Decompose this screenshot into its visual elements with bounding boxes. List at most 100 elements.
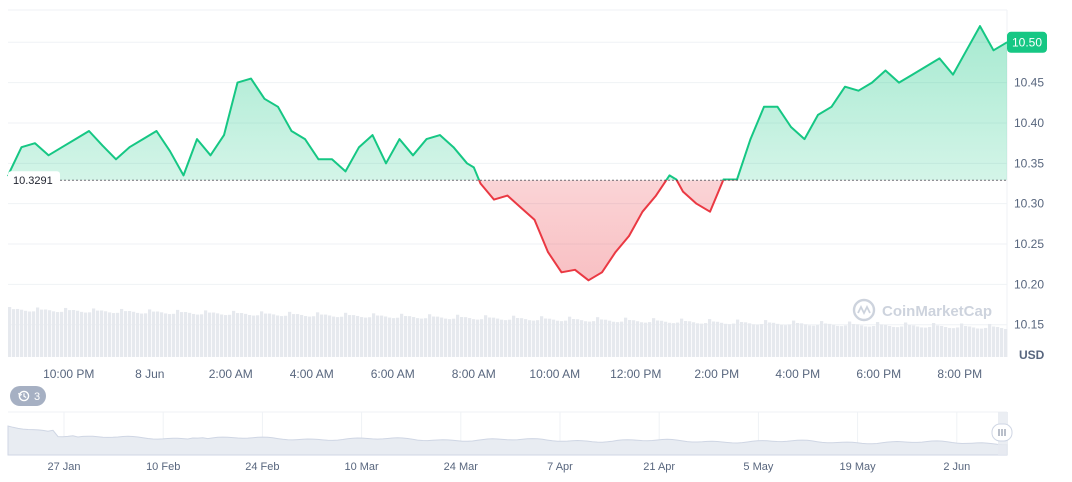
volume-bar — [280, 316, 284, 357]
volume-bar — [728, 324, 732, 357]
volume-bar — [896, 327, 900, 357]
volume-bar — [180, 312, 184, 357]
volume-bar — [688, 321, 692, 357]
volume-bar — [340, 316, 344, 357]
data-point — [925, 65, 927, 68]
data-point — [169, 150, 171, 153]
data-point — [965, 49, 968, 52]
data-point — [20, 146, 23, 148]
x-tick-label: 8:00 AM — [452, 367, 496, 381]
x-tick-label: 2:00 AM — [209, 367, 253, 381]
volume-bar — [984, 327, 988, 357]
volume-bar — [32, 311, 36, 357]
volume-bar — [128, 311, 132, 357]
data-point — [398, 138, 401, 140]
volume-bar — [456, 314, 460, 357]
volume-bar — [592, 321, 596, 357]
volume-bar — [240, 313, 244, 357]
volume-bar — [832, 324, 836, 357]
volume-bar — [824, 323, 828, 357]
data-point — [452, 146, 455, 148]
history-badge[interactable]: 3 — [10, 386, 46, 406]
volume-bar — [1000, 328, 1004, 357]
volume-bar — [380, 315, 384, 357]
navigator[interactable]: 27 Jan 10 Feb 24 Feb 10 Mar 24 Mar 7 Apr 21 Ap… — [7, 411, 1013, 473]
volume-bar — [548, 318, 552, 357]
y-tick-label: 10.30 — [1014, 197, 1044, 211]
volume-bar — [40, 309, 44, 357]
volume-bar — [488, 317, 492, 357]
data-point — [277, 106, 279, 108]
volume-bar — [352, 315, 356, 357]
volume-bar — [256, 315, 260, 357]
data-point — [236, 81, 239, 84]
x-tick-label: 4:00 PM — [775, 367, 820, 381]
x-tick-label: 10:00 PM — [43, 367, 94, 381]
volume-bar — [928, 326, 932, 357]
volume-bar — [528, 320, 532, 357]
volume-bar — [836, 325, 840, 357]
data-point — [709, 210, 711, 213]
navigator-area — [7, 425, 1008, 456]
volume-bar — [328, 315, 332, 357]
data-point — [844, 85, 846, 88]
line-above-baseline — [8, 25, 1008, 181]
volume-bar — [284, 315, 288, 357]
volume-bar — [840, 326, 844, 357]
data-point — [115, 158, 117, 161]
navigator-x-tick-label: 10 Feb — [146, 461, 180, 473]
volume-bar — [164, 313, 168, 357]
data-point — [587, 279, 590, 282]
volume-bar — [876, 322, 880, 357]
volume-bar — [648, 322, 652, 357]
volume-bar — [624, 317, 628, 357]
volume-bar — [560, 321, 564, 357]
volume-bar — [780, 324, 784, 357]
y-tick-label: 10.25 — [1014, 237, 1044, 251]
data-point — [304, 138, 306, 140]
data-point — [668, 174, 671, 177]
volume-bar — [704, 323, 708, 357]
volume-bar — [192, 313, 196, 357]
data-point — [371, 134, 374, 136]
volume-bar — [120, 308, 124, 357]
volume-bar — [16, 308, 20, 357]
volume-bar — [24, 310, 28, 357]
data-point — [317, 158, 320, 161]
volume-bar — [828, 323, 832, 357]
y-tick-label: 10.15 — [1014, 318, 1044, 332]
area-above-baseline — [8, 26, 1007, 181]
volume-bar — [384, 316, 388, 357]
volume-bar — [736, 319, 740, 357]
volume-bar — [584, 321, 588, 357]
volume-bar — [112, 313, 116, 357]
volume-bar — [68, 310, 72, 357]
volume-bar — [272, 314, 276, 357]
volume-bar — [28, 311, 32, 357]
navigator-handle[interactable] — [991, 423, 1013, 442]
volume-bar — [556, 320, 560, 357]
volume-bar — [36, 307, 40, 357]
volume-bar — [312, 316, 316, 357]
volume-bar — [652, 318, 656, 357]
x-tick-label: 8 Jun — [135, 367, 164, 381]
y-tick-label: 10.35 — [1014, 156, 1044, 170]
volume-bar — [96, 310, 100, 357]
volume-bar — [316, 312, 320, 357]
data-point — [682, 190, 684, 193]
y-tick-label: 10.20 — [1014, 277, 1044, 291]
volume-bar — [564, 320, 568, 357]
navigator-x-tick-label: 5 May — [743, 461, 773, 473]
volume-bar — [368, 317, 372, 357]
x-tick-label: 6:00 PM — [856, 367, 901, 381]
navigator-x-tick-label: 21 Apr — [643, 461, 675, 473]
volume-bar — [156, 311, 160, 357]
volume-bar — [684, 321, 688, 357]
volume-bar — [676, 322, 680, 357]
volume-bar — [600, 319, 604, 357]
watermark-text: CoinMarketCap — [882, 303, 992, 320]
volume-bar — [628, 320, 632, 357]
volume-bar — [196, 314, 200, 357]
